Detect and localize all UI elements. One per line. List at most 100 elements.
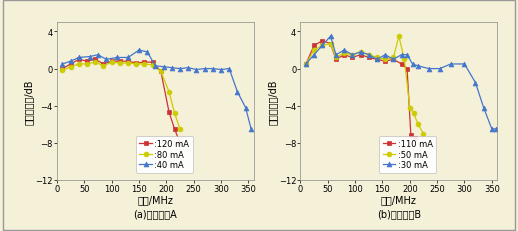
:40 mA (161, 66, 167, 69)
Line: :80 mA: :80 mA (60, 61, 182, 132)
:30 mA (448, 63, 454, 66)
:50 mA (407, 107, 413, 109)
:80 mA (125, 62, 131, 65)
:50 mA (333, 57, 339, 60)
:40 mA (76, 57, 82, 60)
Line: :120 mA: :120 mA (60, 58, 182, 146)
:80 mA (141, 63, 148, 66)
:120 mA (158, 71, 164, 73)
:110 mA (398, 63, 405, 66)
Y-axis label: 小信号功率/dB: 小信号功率/dB (267, 79, 277, 124)
:110 mA (349, 57, 355, 60)
:40 mA (169, 67, 175, 70)
:80 mA (166, 91, 172, 94)
:110 mA (311, 45, 317, 48)
:110 mA (366, 57, 372, 60)
:110 mA (341, 54, 347, 57)
:120 mA (150, 61, 156, 64)
:50 mA (401, 59, 408, 61)
:50 mA (311, 49, 317, 52)
:80 mA (171, 112, 178, 115)
:30 mA (488, 128, 495, 131)
:120 mA (117, 61, 123, 63)
:40 mA (87, 56, 93, 59)
:30 mA (409, 63, 415, 66)
:50 mA (319, 45, 325, 48)
:30 mA (426, 68, 432, 71)
:30 mA (349, 54, 355, 57)
:50 mA (327, 43, 334, 46)
:110 mA (382, 61, 388, 63)
Text: (b)器件样品B: (b)器件样品B (377, 208, 421, 218)
:30 mA (341, 49, 347, 52)
:110 mA (333, 59, 339, 61)
:40 mA (242, 107, 249, 109)
:80 mA (109, 61, 115, 64)
:110 mA (412, 137, 419, 140)
:30 mA (415, 65, 421, 68)
:120 mA (92, 59, 98, 61)
:110 mA (303, 63, 309, 66)
:120 mA (100, 63, 107, 66)
:50 mA (357, 51, 364, 54)
Y-axis label: 小信号功率/dB: 小信号功率/dB (24, 79, 34, 124)
:30 mA (493, 128, 499, 131)
:80 mA (150, 64, 156, 67)
:110 mA (327, 43, 334, 46)
:40 mA (185, 67, 191, 70)
:120 mA (125, 61, 131, 63)
:110 mA (390, 59, 396, 61)
:40 mA (114, 57, 120, 60)
:30 mA (481, 107, 487, 109)
:40 mA (193, 69, 199, 72)
:40 mA (125, 57, 131, 60)
:120 mA (84, 61, 90, 63)
Line: :40 mA: :40 mA (60, 49, 253, 132)
:30 mA (472, 82, 479, 85)
:40 mA (210, 68, 216, 71)
:120 mA (171, 128, 178, 131)
:50 mA (349, 54, 355, 57)
:40 mA (226, 68, 232, 71)
:40 mA (152, 65, 159, 68)
Line: :110 mA: :110 mA (304, 39, 418, 141)
:110 mA (319, 40, 325, 43)
:40 mA (248, 128, 254, 131)
:50 mA (415, 123, 421, 126)
:110 mA (408, 134, 414, 137)
Legend: :110 mA, :50 mA, :30 mA: :110 mA, :50 mA, :30 mA (379, 136, 436, 173)
:50 mA (390, 57, 396, 60)
:40 mA (234, 91, 240, 94)
:30 mA (382, 54, 388, 57)
:40 mA (95, 54, 101, 57)
:50 mA (303, 63, 309, 66)
:120 mA (166, 111, 172, 114)
:30 mA (319, 45, 325, 48)
:40 mA (103, 59, 109, 61)
:50 mA (341, 52, 347, 55)
:80 mA (158, 71, 164, 73)
:80 mA (76, 63, 82, 66)
:40 mA (202, 68, 208, 71)
X-axis label: 频率/MHz: 频率/MHz (381, 195, 417, 205)
:50 mA (374, 57, 380, 60)
:80 mA (67, 66, 74, 69)
:30 mA (390, 59, 396, 61)
:120 mA (76, 59, 82, 61)
:30 mA (398, 54, 405, 57)
:120 mA (133, 62, 139, 65)
Legend: :120 mA, :80 mA, :40 mA: :120 mA, :80 mA, :40 mA (136, 136, 193, 173)
:30 mA (437, 68, 443, 71)
:30 mA (303, 63, 309, 66)
:30 mA (462, 63, 468, 66)
:30 mA (327, 36, 334, 38)
:50 mA (410, 112, 416, 115)
:30 mA (357, 51, 364, 54)
Line: :30 mA: :30 mA (304, 35, 499, 132)
:80 mA (133, 63, 139, 66)
:120 mA (177, 142, 183, 145)
Text: (a)器件样品A: (a)器件样品A (134, 208, 177, 218)
:40 mA (136, 49, 142, 52)
:40 mA (177, 68, 183, 71)
:80 mA (84, 63, 90, 66)
